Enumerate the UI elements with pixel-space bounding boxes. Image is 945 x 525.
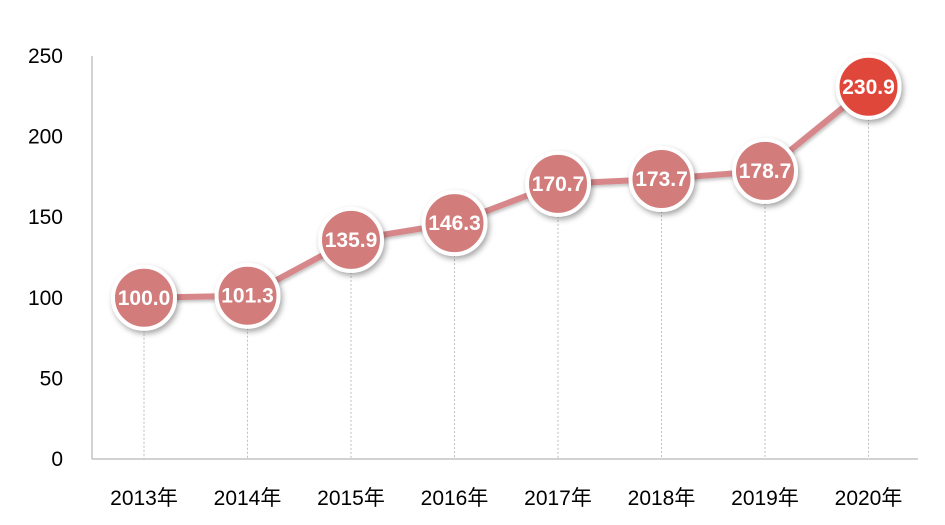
x-tick-label: 2015年 bbox=[317, 487, 385, 510]
y-tick-label: 150 bbox=[28, 206, 63, 229]
data-point bbox=[525, 150, 591, 217]
drop-lines bbox=[143, 86, 869, 459]
x-tick-labels: 2013年 2014年 2015年 2016年 2017年 2018年 2019年 2020年 bbox=[110, 487, 902, 510]
data-label: 230.9 bbox=[842, 76, 895, 99]
y-tick-label: 250 bbox=[28, 45, 63, 68]
y-tick-label: 100 bbox=[28, 287, 63, 310]
data-point bbox=[732, 137, 798, 204]
data-label: 101.3 bbox=[221, 285, 274, 308]
data-label: 135.9 bbox=[325, 229, 378, 252]
data-label: 146.3 bbox=[428, 212, 481, 235]
x-axis: 2013年 2014年 2015年 2016年 2017年 2018年 2019年 2020年 bbox=[92, 458, 918, 510]
y-axis: 0 50 100 150 200 250 bbox=[28, 45, 93, 471]
data-labels: 100.0 101.3 135.9 146.3 170.7 173.7 178.7 230.9 bbox=[118, 76, 895, 310]
x-tick-label: 2016年 bbox=[421, 487, 489, 510]
data-label: 178.7 bbox=[739, 160, 792, 183]
x-tick-label: 2017年 bbox=[524, 487, 592, 510]
data-point bbox=[214, 262, 281, 329]
data-point bbox=[421, 190, 488, 257]
x-tick-label: 2018年 bbox=[628, 487, 696, 510]
y-tick-label: 0 bbox=[51, 448, 63, 471]
data-label: 170.7 bbox=[532, 173, 585, 196]
data-point bbox=[111, 264, 177, 331]
data-point-highlight bbox=[835, 53, 902, 120]
data-markers bbox=[111, 53, 902, 331]
x-tick-label: 2020年 bbox=[835, 487, 903, 510]
data-point bbox=[628, 145, 695, 212]
x-tick-label: 2014年 bbox=[214, 487, 282, 510]
data-label: 100.0 bbox=[118, 287, 171, 310]
y-tick-labels: 0 50 100 150 200 250 bbox=[28, 45, 63, 471]
data-label: 173.7 bbox=[635, 168, 688, 191]
y-tick-label: 50 bbox=[40, 367, 63, 390]
y-tick-label: 200 bbox=[28, 126, 63, 149]
data-point bbox=[318, 206, 384, 273]
x-tick-label: 2019年 bbox=[731, 487, 799, 510]
x-tick-label: 2013年 bbox=[110, 487, 178, 510]
